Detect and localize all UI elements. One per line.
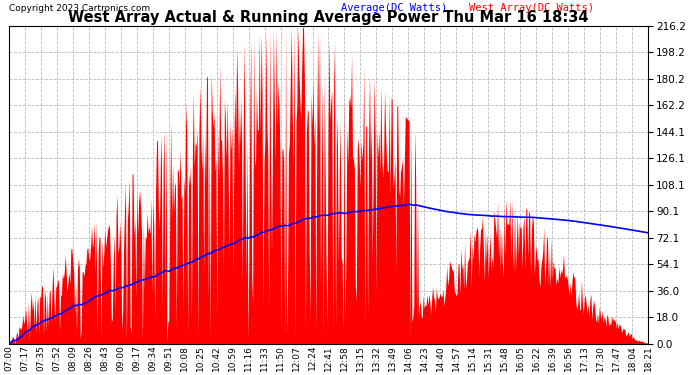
- Text: Average(DC Watts): Average(DC Watts): [342, 3, 448, 13]
- Text: Copyright 2023 Cartronics.com: Copyright 2023 Cartronics.com: [9, 4, 150, 13]
- Text: West Array(DC Watts): West Array(DC Watts): [469, 3, 594, 13]
- Title: West Array Actual & Running Average Power Thu Mar 16 18:34: West Array Actual & Running Average Powe…: [68, 9, 589, 24]
